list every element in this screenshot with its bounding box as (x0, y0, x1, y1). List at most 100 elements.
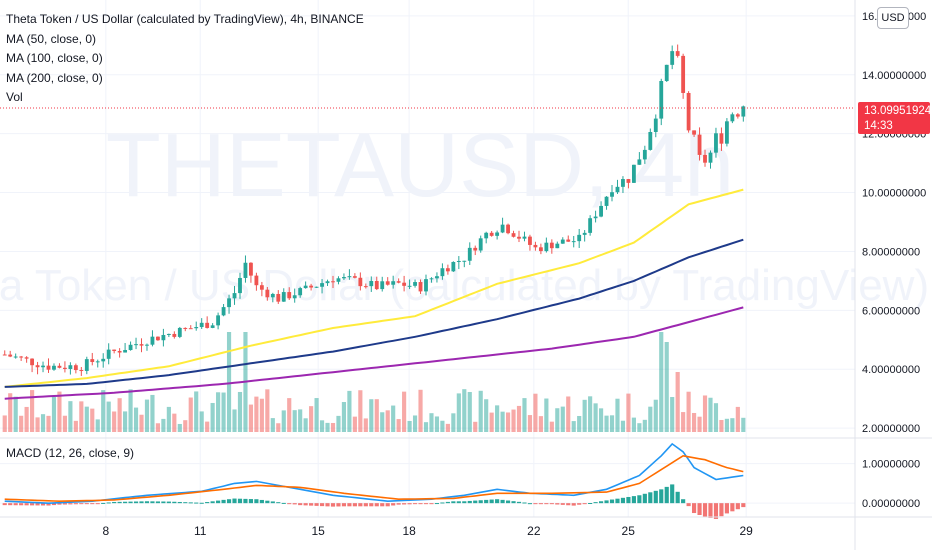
indicator-volume[interactable]: Vol (6, 90, 23, 104)
histogram-bar (139, 501, 144, 504)
candle (418, 279, 423, 294)
histogram-bar (385, 503, 390, 507)
candle (538, 243, 543, 255)
macd-series-line (4, 454, 744, 503)
volume-bar (183, 420, 188, 432)
indicator-ma50[interactable]: MA (50, close, 0) (6, 31, 97, 46)
candle (232, 285, 237, 305)
candle-body (106, 349, 111, 359)
histogram-bar (352, 503, 357, 507)
candle-body (571, 241, 576, 243)
candle (495, 230, 500, 240)
volume-bar (516, 405, 522, 432)
histogram-bar (495, 499, 500, 504)
candle-body (41, 365, 45, 368)
candle-body (440, 268, 445, 277)
currency-button[interactable]: USD (877, 7, 909, 29)
indicator-ma200[interactable]: MA (200, close, 0) (6, 70, 103, 85)
price-axis[interactable]: 2.00000000 4.00000000 6.00000000 8.00000000… (862, 11, 926, 435)
volume-bar (139, 414, 144, 432)
histogram-bar (396, 503, 401, 505)
histogram-bar (363, 503, 368, 507)
candle (675, 44, 680, 58)
candle (445, 264, 450, 275)
candle-body (610, 192, 614, 197)
candle (325, 279, 330, 286)
time-tick-label: 25 (622, 524, 636, 538)
candle (210, 323, 215, 329)
volume-bar (533, 393, 538, 432)
candle (145, 343, 149, 351)
histogram-bar (631, 496, 636, 504)
time-tick-label: 11 (194, 524, 207, 538)
candle-body (336, 278, 341, 282)
histogram-bar (544, 503, 549, 505)
volume-bar (402, 391, 407, 432)
candle-body (418, 282, 423, 292)
histogram-bar (270, 501, 275, 504)
candle-body (533, 244, 538, 248)
candle (320, 279, 324, 294)
candle (626, 178, 631, 189)
candle (549, 239, 554, 254)
candle-body (396, 281, 401, 283)
candle-body (424, 279, 428, 292)
volume-bar (489, 412, 494, 432)
histogram-bar (19, 503, 24, 506)
candle-body (549, 242, 554, 249)
candle-body (402, 282, 407, 286)
histogram-bar (462, 501, 467, 504)
candle-body (462, 260, 467, 262)
histogram-bar (106, 502, 111, 504)
candle-body (68, 365, 73, 369)
candle-body (298, 288, 303, 296)
volume-bar (582, 399, 587, 432)
candle-body (79, 370, 84, 372)
candle (238, 272, 242, 299)
histogram-bar (292, 503, 297, 505)
candle (331, 275, 335, 289)
candle-body (259, 285, 264, 290)
candle-body (84, 359, 89, 371)
histogram-bar (407, 503, 412, 505)
histogram-bar (95, 503, 100, 505)
histogram-bar (374, 503, 379, 507)
indicator-ma100[interactable]: MA (100, close, 0) (6, 51, 103, 65)
candle-body (473, 247, 478, 251)
candle (604, 196, 609, 210)
candle (429, 277, 434, 283)
candle (2, 350, 7, 356)
histogram-bar (615, 498, 620, 504)
candle (462, 260, 467, 268)
time-axis[interactable]: 8 11 15 18 22 25 29 (102, 524, 753, 538)
candle (681, 53, 686, 99)
histogram-bar (598, 501, 604, 504)
volume-bar (478, 390, 483, 432)
candle (216, 312, 221, 330)
candle-body (35, 365, 40, 368)
candle (571, 235, 576, 248)
candle (259, 281, 264, 297)
histogram-bar (648, 492, 653, 504)
candle (424, 274, 428, 296)
volume-bar (35, 417, 40, 432)
candle (369, 276, 374, 292)
candle (84, 356, 89, 375)
candle-body (309, 285, 314, 288)
candle (41, 361, 45, 373)
histogram-bar (505, 500, 511, 504)
volume-bar (347, 390, 352, 432)
macd-legend[interactable]: MACD (12, 26, close, 9) (6, 446, 135, 460)
candle-body (112, 349, 117, 351)
ma-line (4, 238, 744, 388)
candlesticks[interactable] (2, 44, 746, 376)
candle (528, 234, 532, 251)
histogram-bar (90, 503, 95, 505)
volume-bar (637, 423, 642, 432)
candle-body (714, 133, 718, 153)
histogram-bar (2, 503, 7, 506)
candle (599, 201, 603, 218)
candle (697, 127, 702, 161)
candle (128, 341, 133, 351)
